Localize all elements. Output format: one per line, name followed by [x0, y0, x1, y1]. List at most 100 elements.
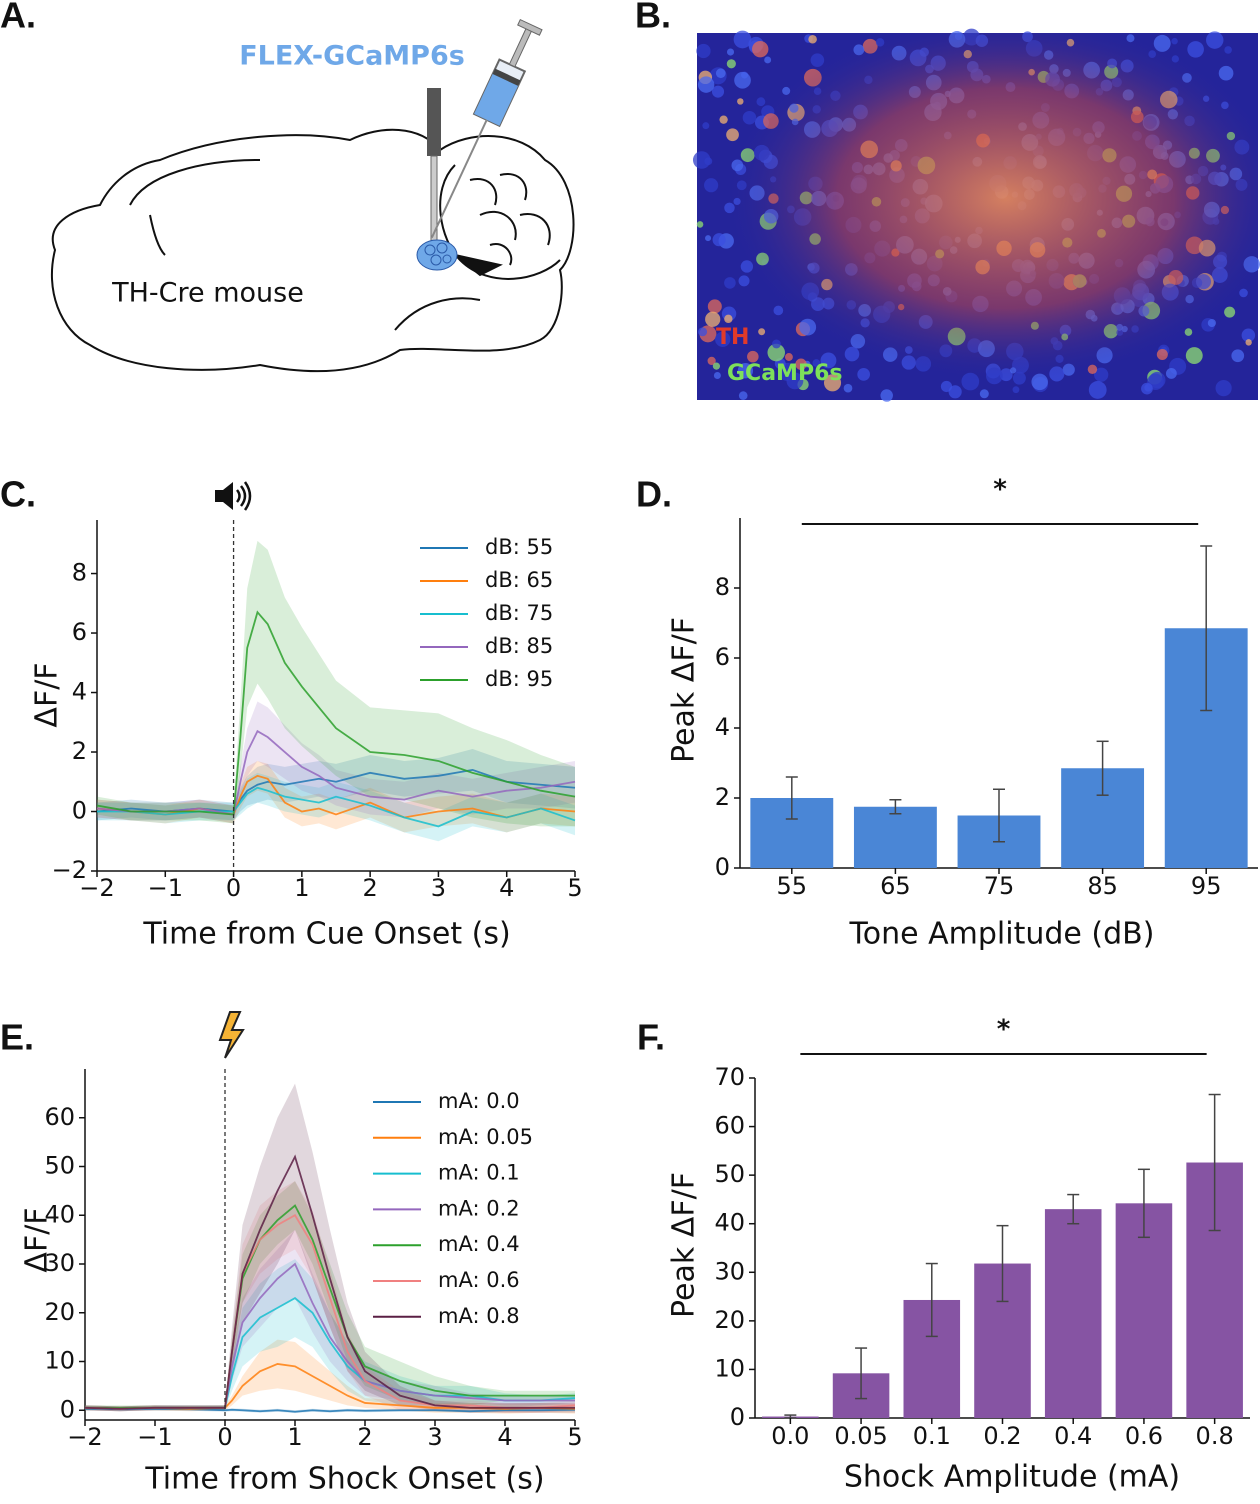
y-tick-label: 60 [44, 1103, 75, 1131]
cell-cluster [416, 239, 458, 271]
y-tick-label: 30 [714, 1257, 745, 1285]
error-band [85, 1339, 575, 1414]
legend-label: mA: 0.2 [438, 1196, 520, 1220]
legend-label: dB: 75 [485, 601, 553, 625]
y-tick-label: 10 [44, 1347, 75, 1375]
significance-label: * [993, 475, 1007, 505]
x-tick-label: 0.8 [1196, 1422, 1234, 1450]
y-tick-label: 60 [714, 1112, 745, 1140]
y-tick-label: 30 [44, 1249, 75, 1277]
x-tick-label: 95 [1191, 872, 1222, 900]
x-tick-label: 2 [363, 874, 378, 902]
y-tick-label: 4 [715, 713, 730, 741]
y-tick-label: 20 [714, 1306, 745, 1334]
x-axis-label: Time from Cue Onset (s) [142, 917, 510, 952]
y-tick-label: 10 [714, 1354, 745, 1382]
x-tick-label: −2 [79, 874, 114, 902]
x-tick-label: 1 [294, 874, 309, 902]
y-tick-label: 70 [714, 1063, 745, 1091]
error-band [85, 1229, 575, 1412]
y-tick-label: 20 [44, 1298, 75, 1326]
legend-label: dB: 95 [485, 667, 553, 691]
x-tick-label: 75 [984, 872, 1015, 900]
panel-letter: D. [636, 474, 672, 515]
y-tick-label: 40 [44, 1200, 75, 1228]
x-axis-label: Shock Amplitude (mA) [844, 1460, 1180, 1495]
legend-label: mA: 0.6 [438, 1268, 520, 1292]
y-tick-label: 6 [72, 618, 87, 646]
y-tick-label: 0 [72, 797, 87, 825]
x-tick-label: 5 [567, 1423, 582, 1451]
lightning-icon [218, 1011, 245, 1059]
syringe [430, 18, 543, 239]
y-tick-label: 2 [715, 783, 730, 811]
error-band [85, 1083, 575, 1413]
x-tick-label: 65 [880, 872, 911, 900]
panel-letter: C. [0, 474, 36, 515]
x-tick-label: 0 [217, 1423, 232, 1451]
speaker-icon [215, 481, 252, 511]
x-tick-label: 55 [777, 872, 808, 900]
stain-label: GCaMP6s [727, 361, 842, 386]
y-tick-label: 0 [730, 1403, 745, 1431]
panel-letter: A. [0, 0, 36, 36]
y-tick-label: 4 [72, 678, 87, 706]
virus-label: FLEX-GCaMP6s [239, 41, 465, 72]
y-tick-label: 0 [715, 853, 730, 881]
error-band [97, 760, 575, 833]
series-line [84, 1154, 575, 1410]
x-axis-label: Time from Shock Onset (s) [144, 1462, 544, 1497]
panel-letter: B. [635, 0, 671, 36]
x-tick-label: 3 [431, 874, 446, 902]
panel-letter: E. [0, 1017, 34, 1058]
x-tick-label: 1 [287, 1423, 302, 1451]
y-tick-label: 8 [72, 559, 87, 587]
y-tick-label: 0 [60, 1395, 75, 1423]
bar [853, 806, 937, 868]
micrograph-glow [697, 33, 1258, 400]
legend-label: mA: 0.1 [438, 1161, 520, 1185]
error-band [97, 540, 575, 827]
x-tick-label: 0.2 [983, 1422, 1021, 1450]
x-tick-label: 0.4 [1054, 1422, 1092, 1450]
legend-label: dB: 65 [485, 568, 553, 592]
y-tick-label: 8 [715, 573, 730, 601]
series-line [96, 729, 576, 816]
mouse-label: TH-Cre mouse [111, 278, 304, 309]
series-line [96, 610, 576, 816]
x-tick-label: 3 [427, 1423, 442, 1451]
bar [1115, 1203, 1173, 1418]
legend-label: mA: 0.05 [438, 1125, 533, 1149]
legend-label: mA: 0.8 [438, 1304, 520, 1328]
significance-label: * [997, 1015, 1011, 1045]
x-tick-label: 4 [499, 874, 514, 902]
brain-diagram [50, 128, 575, 373]
y-tick-label: 2 [72, 737, 87, 765]
x-tick-label: −1 [137, 1423, 172, 1451]
y-tick-label: 50 [44, 1152, 75, 1180]
stain-label: TH [716, 325, 749, 350]
x-tick-label: 0.6 [1125, 1422, 1163, 1450]
legend-label: mA: 0.0 [438, 1089, 520, 1113]
x-axis-label: Tone Amplitude (dB) [849, 917, 1155, 952]
panel-letter: F. [637, 1017, 665, 1058]
x-tick-label: 4 [497, 1423, 512, 1451]
x-tick-label: −1 [148, 874, 183, 902]
y-axis-label: ΔF/F [20, 1207, 55, 1272]
y-tick-label: 40 [714, 1209, 745, 1237]
bar [1044, 1209, 1102, 1418]
x-tick-label: 0 [226, 874, 241, 902]
error-band [97, 772, 575, 842]
legend-label: dB: 85 [485, 634, 553, 658]
y-tick-label: 6 [715, 643, 730, 671]
y-axis-label: Peak ΔF/F [667, 1172, 702, 1318]
x-tick-label: 5 [567, 874, 582, 902]
y-tick-label: −2 [52, 856, 87, 884]
legend-label: mA: 0.4 [438, 1232, 520, 1256]
x-tick-label: −2 [67, 1423, 102, 1451]
x-tick-label: 2 [357, 1423, 372, 1451]
y-axis-label: ΔF/F [30, 662, 65, 727]
y-tick-label: 50 [714, 1160, 745, 1188]
x-tick-label: 0.1 [913, 1422, 951, 1450]
